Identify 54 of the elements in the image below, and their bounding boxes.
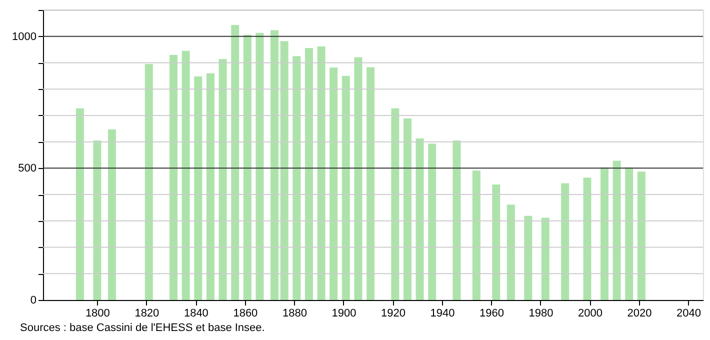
x-tick-label: 1840 xyxy=(184,308,208,320)
bar xyxy=(330,67,338,300)
y-tick-label: 1000 xyxy=(12,30,36,43)
bar xyxy=(317,46,326,300)
x-tick-label: 1920 xyxy=(380,308,406,320)
bar xyxy=(270,30,278,300)
x-tick-label: 2000 xyxy=(578,308,602,320)
bar xyxy=(403,118,412,300)
bar xyxy=(506,204,515,300)
x-tick-label: 1880 xyxy=(282,308,307,320)
bar xyxy=(600,167,608,300)
bar xyxy=(541,218,550,300)
x-tick-label: 1800 xyxy=(85,308,110,320)
x-tick-label: 1900 xyxy=(332,308,356,320)
bar xyxy=(292,56,301,300)
bar xyxy=(625,167,634,300)
bar xyxy=(492,184,500,300)
x-tick-label: 1980 xyxy=(528,308,554,320)
bar xyxy=(524,216,532,300)
bar xyxy=(561,183,570,300)
bar xyxy=(182,50,190,300)
x-tick-label: 1860 xyxy=(233,308,258,320)
bar xyxy=(342,76,350,300)
bar xyxy=(391,108,400,300)
bar xyxy=(452,140,461,300)
bar xyxy=(472,170,480,300)
bar xyxy=(583,178,592,300)
bar xyxy=(280,41,288,300)
bar xyxy=(218,59,227,300)
bar xyxy=(612,160,621,300)
bar xyxy=(354,57,362,300)
bar xyxy=(108,129,116,300)
source-note: Sources : base Cassini de l'EHESS et base Insee. xyxy=(20,322,265,334)
x-tick-label: 2020 xyxy=(627,308,652,320)
x-tick-label: 1940 xyxy=(430,308,455,320)
bar xyxy=(231,25,240,300)
bar xyxy=(76,108,84,300)
x-tick-label: 1820 xyxy=(134,308,160,320)
bar xyxy=(637,172,646,300)
x-tick-label: 2040 xyxy=(676,308,701,320)
y-tick-label: 0 xyxy=(30,294,36,306)
bar xyxy=(144,64,153,300)
bar xyxy=(194,76,202,300)
bar xyxy=(243,34,252,300)
x-tick-label: 1960 xyxy=(479,308,504,320)
y-tick-label: 500 xyxy=(18,162,36,175)
bar xyxy=(304,48,313,300)
bar xyxy=(366,67,375,300)
bar xyxy=(256,32,264,300)
bar xyxy=(170,54,178,300)
bar xyxy=(93,140,102,300)
bar xyxy=(416,138,424,300)
bar xyxy=(428,144,436,300)
bar xyxy=(206,73,214,300)
